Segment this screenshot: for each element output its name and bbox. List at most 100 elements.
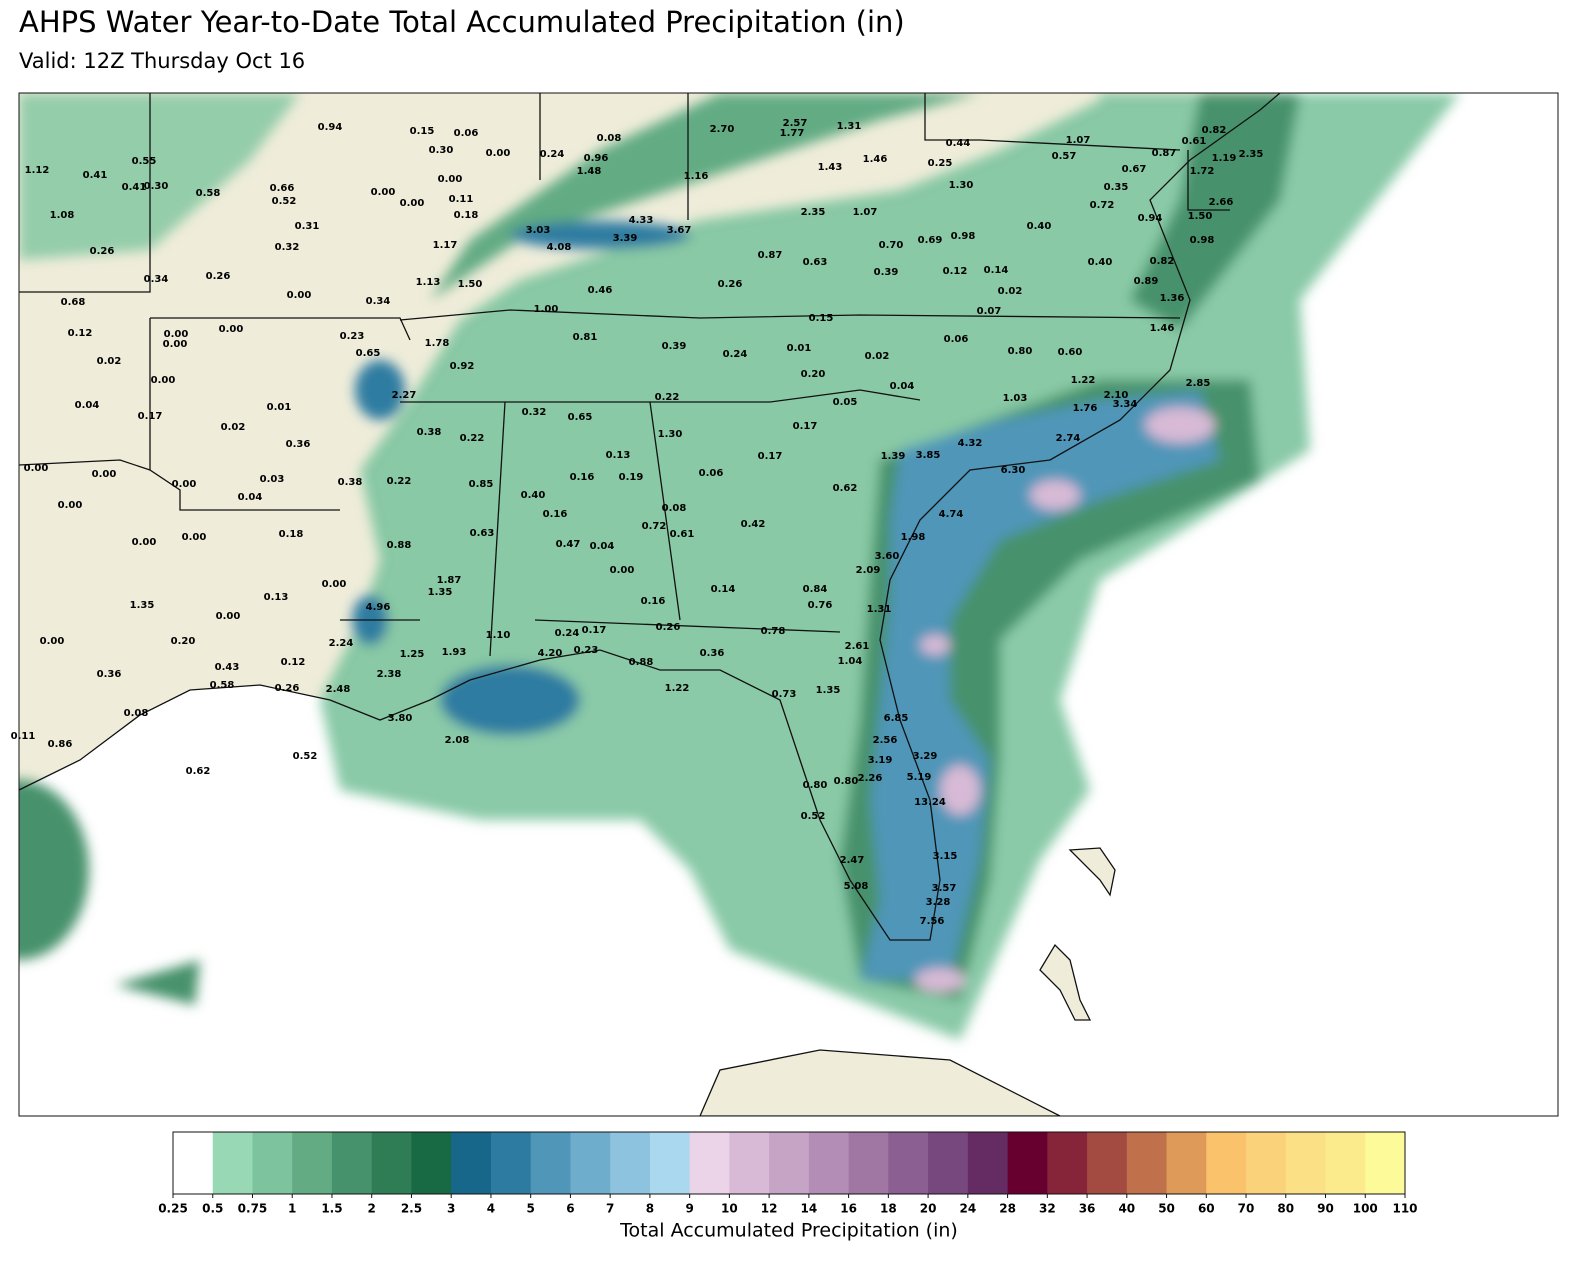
station-value: 0.58 (210, 680, 235, 691)
colorbar-box (1166, 1132, 1207, 1194)
station-value: 3.34 (1113, 399, 1138, 410)
station-value: 0.04 (890, 381, 915, 392)
colorbar-box (411, 1132, 452, 1194)
station-value: 0.00 (486, 148, 511, 159)
station-value: 1.93 (442, 647, 467, 658)
station-value: 0.00 (219, 324, 244, 335)
colorbar-tick-label: 14 (801, 1202, 818, 1216)
station-value: 0.22 (655, 392, 680, 403)
station-value: 3.85 (916, 450, 941, 461)
station-value: 0.62 (833, 483, 858, 494)
station-value: 0.88 (629, 657, 654, 668)
station-value: 0.23 (574, 645, 599, 656)
station-value: 0.73 (772, 689, 797, 700)
station-value: 0.61 (670, 529, 695, 540)
station-value: 0.20 (171, 636, 196, 647)
colorbar-tick-label: 50 (1158, 1202, 1175, 1216)
station-value: 0.14 (711, 584, 736, 595)
station-value: 0.34 (366, 296, 391, 307)
station-value: 0.31 (295, 221, 320, 232)
station-labels: 0.94 0.15 0.060.30 0.000.080.24 0.961.482.70… (11, 118, 1264, 927)
station-value: 0.26 (90, 246, 115, 257)
station-value: 0.52 (801, 811, 826, 822)
station-value: 0.12 (943, 266, 968, 277)
station-value: 0.80 (1008, 346, 1033, 357)
colorbar-tick-label: 16 (840, 1202, 857, 1216)
station-value: 0.61 (1182, 136, 1207, 147)
station-value: 0.08 (597, 133, 622, 144)
colorbar-box (1325, 1132, 1366, 1194)
station-value: 1.87 (437, 575, 462, 586)
station-value: 0.84 (803, 584, 828, 595)
colorbar-box (1365, 1132, 1406, 1194)
station-value: 2.47 (840, 855, 865, 866)
station-value: 1.03 (1003, 393, 1028, 404)
colorbar-box (1246, 1132, 1287, 1194)
colorbar-box (570, 1132, 611, 1194)
colorbar-box (610, 1132, 651, 1194)
colorbar-frame (172, 1131, 1406, 1195)
colorbar-tick-label: 2 (368, 1202, 376, 1216)
colorbar-tick-label: 4 (487, 1202, 495, 1216)
station-value: 0.36 (286, 439, 311, 450)
station-value: 0.35 (1104, 182, 1129, 193)
station-value: 0.66 (270, 183, 295, 194)
station-value: 0.00 (163, 339, 188, 350)
title: AHPS Water Year-to-Date Total Accumulate… (19, 5, 905, 39)
station-value: 0.80 (803, 780, 828, 791)
station-value: 0.26 (275, 683, 300, 694)
station-value: 0.08 (124, 708, 149, 719)
map-frame (18, 92, 1559, 1117)
station-value: 0.39 (662, 341, 687, 352)
station-value: 0.00 (132, 537, 157, 548)
station-value: 0.00 (287, 290, 312, 301)
colorbar-tick-label: 70 (1238, 1202, 1255, 1216)
station-value: 0.25 (928, 158, 953, 169)
station-value: 0.01 (267, 402, 292, 413)
colorbar-box (451, 1132, 492, 1194)
station-value: 2.09 (856, 565, 881, 576)
colorbar-tick-label: 9 (685, 1202, 693, 1216)
station-value: 2.24 (329, 638, 354, 649)
station-value: 0.82 (1150, 256, 1175, 267)
station-value: 0.13 (264, 592, 289, 603)
station-value: 1.78 (425, 338, 450, 349)
colorbar-tick-label: 6 (566, 1202, 574, 1216)
station-value: 1.08 (50, 210, 75, 221)
cuba (699, 1049, 1061, 1116)
colorbar-box (808, 1132, 850, 1194)
station-value: 6.30 (1001, 465, 1026, 476)
station-value: 1.22 (1071, 375, 1096, 386)
station-value: 1.25 (400, 649, 425, 660)
station-value: 13.24 (914, 797, 946, 808)
colorbar-box (928, 1132, 969, 1194)
station-value: 0.01 (787, 343, 812, 354)
colorbar-tick-label: 24 (959, 1202, 976, 1216)
station-value: 1.50 (458, 279, 483, 290)
station-value: 1.46 (1150, 323, 1175, 334)
station-value: 1.72 (1190, 166, 1215, 177)
station-value: 0.63 (803, 257, 828, 268)
station-value: 4.74 (939, 509, 964, 520)
colorbar-tick-label: 80 (1277, 1202, 1294, 1216)
station-value: 2.35 (801, 207, 826, 218)
colorbar-tick-label: 10 (721, 1202, 738, 1216)
colorbar-tick-label: 5 (526, 1202, 534, 1216)
station-value: 0.52 (272, 196, 297, 207)
station-value: 4.08 (547, 242, 572, 253)
station-value: 0.78 (761, 626, 786, 637)
station-value: 0.88 (387, 540, 412, 551)
station-value: 0.17 (582, 625, 607, 636)
station-value: 0.89 (1134, 276, 1159, 287)
station-value: 0.57 (1052, 151, 1077, 162)
station-value: 1.36 (1160, 293, 1185, 304)
station-value: 0.52 (293, 751, 318, 762)
colorbar-box (530, 1132, 571, 1194)
station-value: 0.19 (619, 472, 644, 483)
station-value: 1.35 (428, 587, 453, 598)
colorbar-box (331, 1132, 373, 1194)
station-value: 0.00 (40, 636, 65, 647)
station-value: 1.04 (838, 656, 863, 667)
